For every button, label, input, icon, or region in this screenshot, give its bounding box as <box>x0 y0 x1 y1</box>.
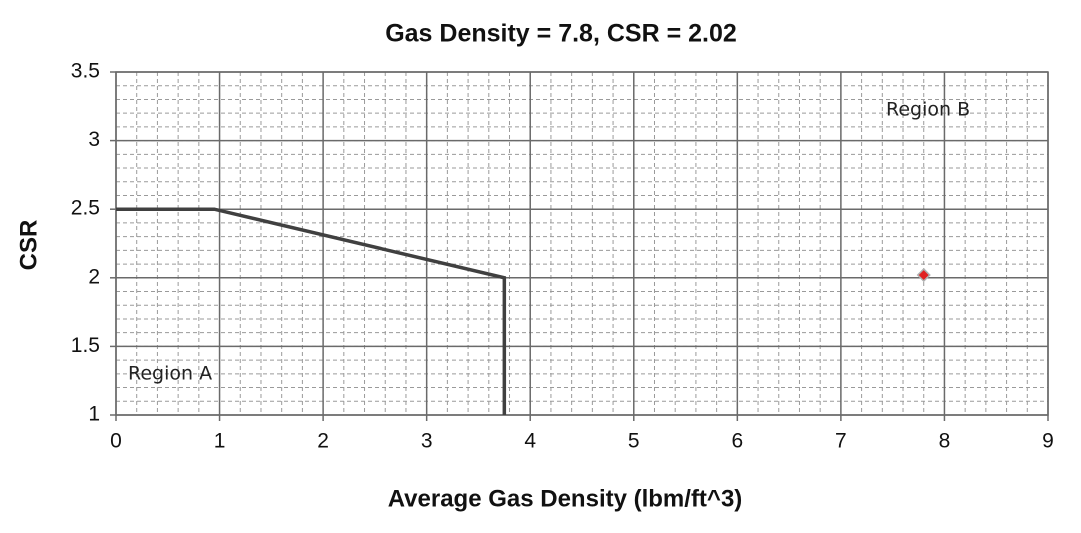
data-point <box>916 267 931 283</box>
y-tick-label: 3.5 <box>71 60 100 83</box>
y-axis-label: CSR <box>15 220 42 271</box>
x-tick-label: 4 <box>524 430 536 453</box>
x-tick-label: 7 <box>835 430 847 453</box>
y-tick-label: 1.5 <box>71 334 100 357</box>
x-tick-label: 2 <box>317 430 329 453</box>
y-tick-label: 1 <box>88 403 100 426</box>
y-tick-label: 3 <box>88 128 100 151</box>
boundary-line <box>116 207 507 415</box>
x-tick-label: 1 <box>214 430 226 453</box>
x-tick-label: 0 <box>110 430 122 453</box>
region-label: Region B <box>886 99 970 121</box>
chart-title: Gas Density = 7.8, CSR = 2.02 <box>385 20 737 48</box>
x-axis-label: Average Gas Density (lbm/ft^3) <box>388 485 743 512</box>
x-tick-label: 3 <box>421 430 433 453</box>
x-tick-label: 6 <box>731 430 743 453</box>
region-label: Region A <box>128 363 212 385</box>
y-tick-label: 2.5 <box>71 197 100 220</box>
x-tick-label: 9 <box>1042 430 1054 453</box>
y-tick-label: 2 <box>88 265 100 288</box>
x-tick-label: 5 <box>628 430 640 453</box>
grid <box>110 71 1049 421</box>
plot-border <box>115 71 1049 416</box>
x-tick-label: 8 <box>939 430 951 453</box>
plot: Region A Region B <box>116 99 970 415</box>
